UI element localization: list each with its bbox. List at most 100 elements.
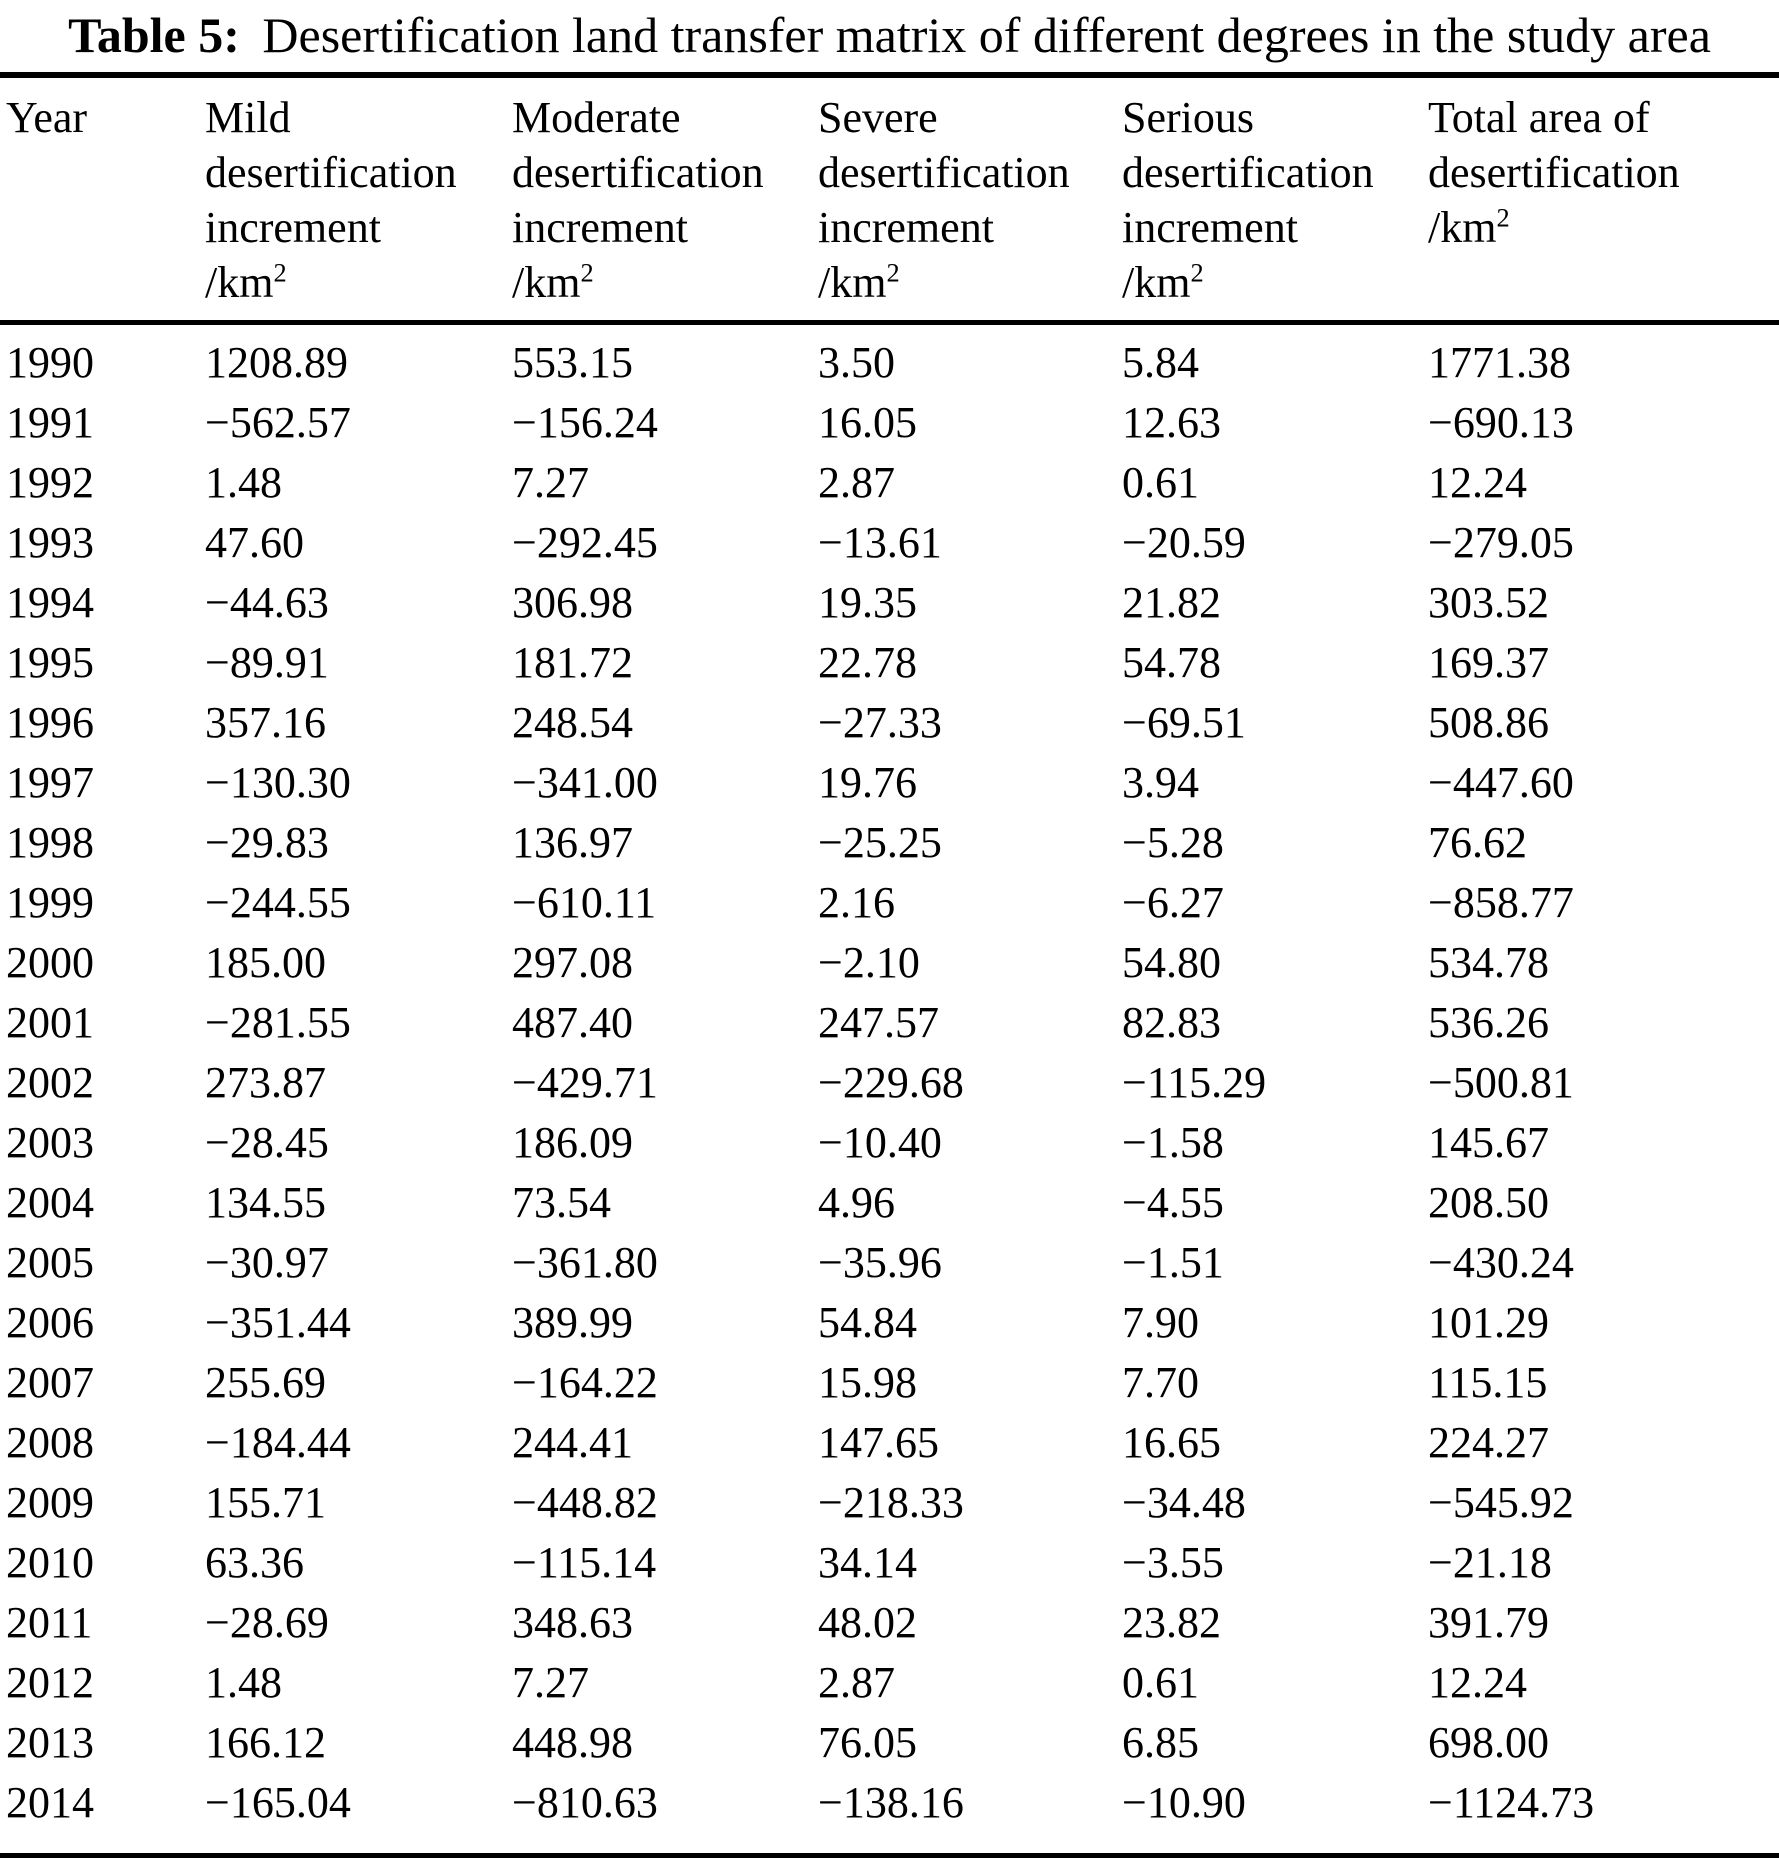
year-cell: 1999	[6, 878, 94, 927]
value-cell: 136.97	[512, 818, 633, 867]
value-cell: 1.48	[205, 1658, 282, 1707]
value-cell: 16.65	[1122, 1418, 1221, 1467]
table-row: 2005 −30.97 −361.80 −35.96 −1.51 −430.24	[0, 1233, 1779, 1293]
value-cell: −545.92	[1428, 1478, 1574, 1527]
value-cell: −5.28	[1122, 818, 1224, 867]
value-cell: −281.55	[205, 998, 351, 1047]
value-cell: 1208.89	[205, 338, 348, 387]
year-cell: 2008	[6, 1418, 94, 1467]
table-row: 1992 1.48 7.27 2.87 0.61 12.24	[0, 453, 1779, 513]
value-cell: 186.09	[512, 1118, 633, 1167]
value-cell: 76.62	[1428, 818, 1527, 867]
value-cell: −429.71	[512, 1058, 658, 1107]
table-row: 1998 −29.83 136.97 −25.25 −5.28 76.62	[0, 813, 1779, 873]
table-body: 1990 1208.89 553.15 3.50 5.84 1771.38 1991 −562…	[0, 323, 1779, 1834]
value-cell: −1.58	[1122, 1118, 1224, 1167]
table-caption: Table 5: Desertification land transfer ma…	[0, 6, 1779, 64]
value-cell: 389.99	[512, 1298, 633, 1347]
value-cell: 553.15	[512, 338, 633, 387]
year-cell: 2006	[6, 1298, 94, 1347]
superscript: 2	[273, 257, 287, 288]
column-header-line: Mild	[205, 93, 291, 142]
year-cell: 1993	[6, 518, 94, 567]
value-cell: 34.14	[818, 1538, 917, 1587]
value-cell: −610.11	[512, 878, 657, 927]
value-cell: −279.05	[1428, 518, 1574, 567]
table-row: 2000 185.00 297.08 −2.10 54.80 534.78	[0, 933, 1779, 993]
year-cell: 2010	[6, 1538, 94, 1587]
table-row: 2004 134.55 73.54 4.96 −4.55 208.50	[0, 1173, 1779, 1233]
value-cell: 348.63	[512, 1598, 633, 1647]
column-header-line: desertification	[1122, 148, 1374, 197]
value-cell: −44.63	[205, 578, 329, 627]
value-cell: 297.08	[512, 938, 633, 987]
value-cell: 134.55	[205, 1178, 326, 1227]
column-header-line: desertification	[818, 148, 1070, 197]
column-header-line: increment	[205, 203, 381, 252]
value-cell: 48.02	[818, 1598, 917, 1647]
column-header-serious: Serious desertification increment/km2	[1122, 78, 1428, 325]
value-cell: 76.05	[818, 1718, 917, 1767]
value-cell: 54.78	[1122, 638, 1221, 687]
value-cell: 22.78	[818, 638, 917, 687]
value-cell: 145.67	[1428, 1118, 1549, 1167]
value-cell: 3.94	[1122, 758, 1199, 807]
value-cell: −292.45	[512, 518, 658, 567]
value-cell: 47.60	[205, 518, 304, 567]
value-cell: 536.26	[1428, 998, 1549, 1047]
table-header-row: Year Mild desertification increment/km2 Mode…	[0, 78, 1779, 325]
value-cell: 224.27	[1428, 1418, 1549, 1467]
superscript: 2	[1190, 257, 1204, 288]
value-cell: 19.35	[818, 578, 917, 627]
column-header-severe: Severe desertification increment/km2	[818, 78, 1122, 325]
value-cell: 155.71	[205, 1478, 326, 1527]
value-cell: −184.44	[205, 1418, 351, 1467]
table-row: 2012 1.48 7.27 2.87 0.61 12.24	[0, 1653, 1779, 1713]
value-cell: −156.24	[512, 398, 658, 447]
column-header-year: Year	[0, 78, 205, 325]
value-cell: 73.54	[512, 1178, 611, 1227]
column-header-total: Total area of desertification/km2	[1428, 78, 1779, 325]
value-cell: 306.98	[512, 578, 633, 627]
table-row: 1996 357.16 248.54 −27.33 −69.51 508.86	[0, 693, 1779, 753]
value-cell: 244.41	[512, 1418, 633, 1467]
value-cell: −69.51	[1122, 698, 1246, 747]
value-cell: −29.83	[205, 818, 329, 867]
value-cell: −2.10	[818, 938, 920, 987]
value-cell: 23.82	[1122, 1598, 1221, 1647]
column-header-line: increment	[1122, 203, 1298, 252]
value-cell: −810.63	[512, 1778, 658, 1827]
table-row: 1999 −244.55 −610.11 2.16 −6.27 −858.77	[0, 873, 1779, 933]
value-cell: 448.98	[512, 1718, 633, 1767]
superscript: 2	[1496, 202, 1510, 233]
value-cell: −351.44	[205, 1298, 351, 1347]
column-header-line: desertification	[512, 148, 764, 197]
value-cell: 181.72	[512, 638, 633, 687]
table-row: 1995 −89.91 181.72 22.78 54.78 169.37	[0, 633, 1779, 693]
superscript: 2	[580, 257, 594, 288]
value-cell: −30.97	[205, 1238, 329, 1287]
year-cell: 1996	[6, 698, 94, 747]
value-cell: −858.77	[1428, 878, 1574, 927]
value-cell: 534.78	[1428, 938, 1549, 987]
year-cell: 2014	[6, 1778, 94, 1827]
table-row: 1997 −130.30 −341.00 19.76 3.94 −447.60	[0, 753, 1779, 813]
value-cell: 273.87	[205, 1058, 326, 1107]
value-cell: 2.87	[818, 1658, 895, 1707]
value-cell: 303.52	[1428, 578, 1549, 627]
value-cell: −341.00	[512, 758, 658, 807]
value-cell: 54.80	[1122, 938, 1221, 987]
table-row: 2013 166.12 448.98 76.05 6.85 698.00	[0, 1713, 1779, 1773]
value-cell: −448.82	[512, 1478, 658, 1527]
table-row: 1991 −562.57 −156.24 16.05 12.63 −690.13	[0, 393, 1779, 453]
value-cell: 101.29	[1428, 1298, 1549, 1347]
column-header-moderate: Moderate desertification increment/km2	[512, 78, 818, 325]
table-row: 2010 63.36 −115.14 34.14 −3.55 −21.18	[0, 1533, 1779, 1593]
value-cell: −6.27	[1122, 878, 1224, 927]
value-cell: −164.22	[512, 1358, 658, 1407]
value-cell: −218.33	[818, 1478, 964, 1527]
table-container: Year Mild desertification increment/km2 Mode…	[0, 72, 1779, 1858]
value-cell: 12.24	[1428, 1658, 1527, 1707]
value-cell: 0.61	[1122, 1658, 1199, 1707]
